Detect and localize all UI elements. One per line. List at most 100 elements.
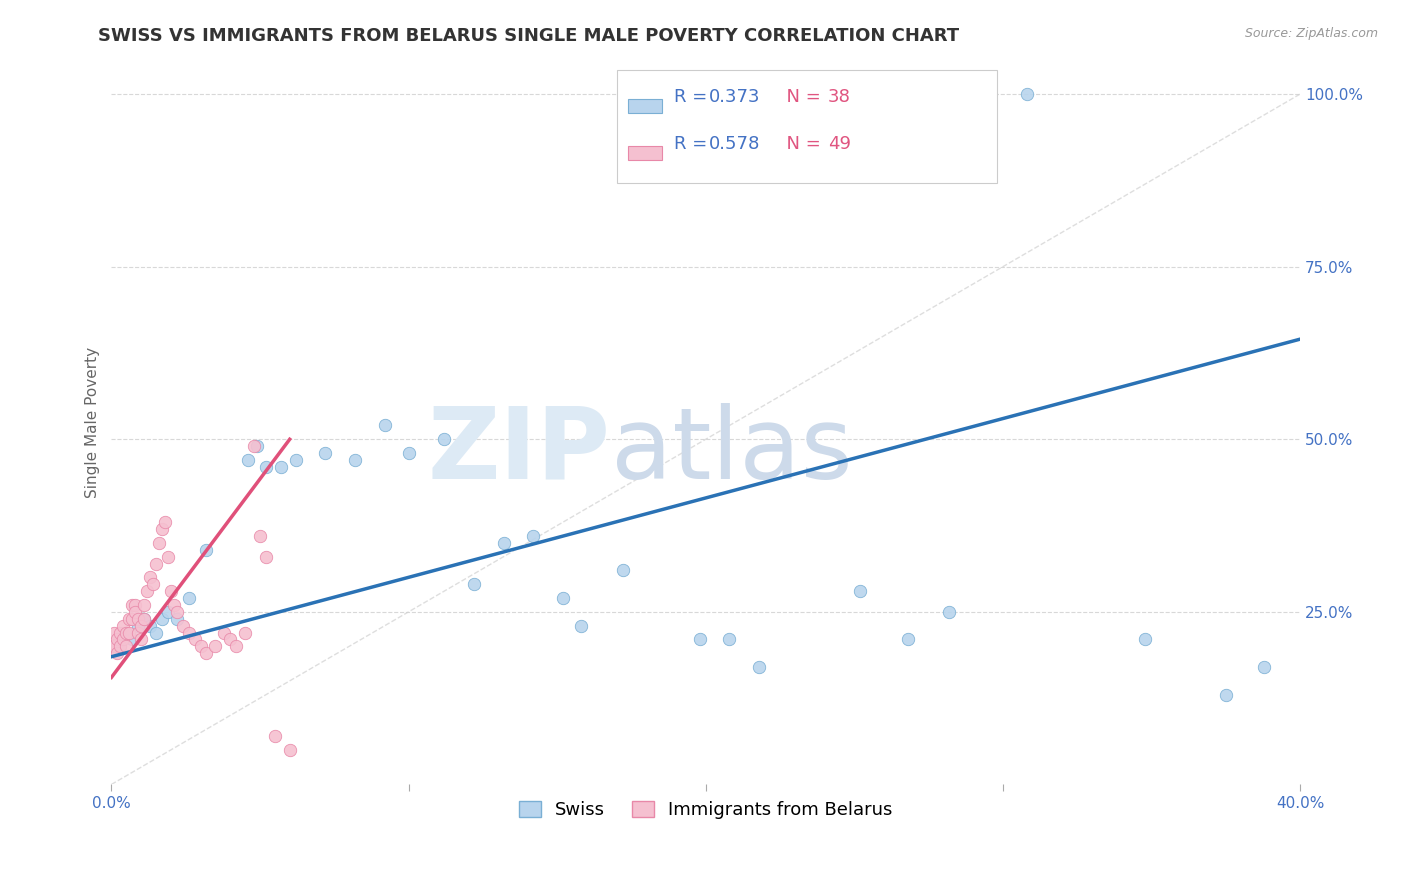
Text: 49: 49	[828, 135, 851, 153]
Point	[110, 625, 132, 640]
FancyBboxPatch shape	[617, 70, 997, 183]
Point	[172, 618, 194, 632]
Point	[132, 598, 155, 612]
Point	[115, 625, 138, 640]
Text: 0.578: 0.578	[709, 135, 761, 153]
Point	[110, 640, 132, 654]
Point	[278, 743, 301, 757]
Point	[689, 632, 711, 647]
Point	[398, 446, 420, 460]
Point	[433, 432, 456, 446]
Point	[163, 598, 186, 612]
Point	[100, 640, 122, 654]
Point	[225, 640, 247, 654]
Point	[110, 640, 132, 654]
Point	[849, 584, 872, 599]
Point	[254, 549, 277, 564]
Point	[233, 625, 256, 640]
Text: R =: R =	[673, 135, 713, 153]
Point	[148, 536, 170, 550]
Point	[121, 612, 143, 626]
Point	[145, 625, 167, 640]
Point	[118, 612, 141, 626]
Text: ZIP: ZIP	[427, 402, 610, 500]
Point	[121, 598, 143, 612]
Point	[463, 577, 485, 591]
Y-axis label: Single Male Poverty: Single Male Poverty	[86, 346, 100, 498]
Point	[1253, 660, 1275, 674]
Point	[124, 605, 146, 619]
Point	[132, 612, 155, 626]
Point	[121, 632, 143, 647]
Point	[718, 632, 741, 647]
Point	[314, 446, 336, 460]
Legend: Swiss, Immigrants from Belarus: Swiss, Immigrants from Belarus	[512, 793, 900, 826]
Point	[139, 618, 162, 632]
Point	[246, 439, 269, 453]
Text: 38: 38	[828, 87, 851, 105]
Text: Source: ZipAtlas.com: Source: ZipAtlas.com	[1244, 27, 1378, 40]
Point	[1215, 688, 1237, 702]
Point	[132, 612, 155, 626]
Point	[156, 549, 179, 564]
Point	[522, 529, 544, 543]
Point	[118, 625, 141, 640]
Point	[112, 618, 135, 632]
Point	[243, 439, 266, 453]
Point	[112, 632, 135, 647]
Point	[748, 660, 770, 674]
Point	[612, 563, 634, 577]
Point	[142, 577, 165, 591]
Point	[166, 612, 188, 626]
Point	[204, 640, 226, 654]
Point	[156, 605, 179, 619]
Point	[153, 515, 176, 529]
Point	[236, 453, 259, 467]
FancyBboxPatch shape	[628, 146, 662, 161]
Point	[195, 646, 218, 660]
Point	[160, 584, 183, 599]
Point	[103, 625, 125, 640]
Point	[150, 522, 173, 536]
Point	[569, 618, 592, 632]
Point	[127, 625, 149, 640]
Point	[1135, 632, 1157, 647]
Point	[127, 618, 149, 632]
Point	[115, 640, 138, 654]
Point	[150, 612, 173, 626]
Point	[105, 632, 128, 647]
Point	[129, 618, 152, 632]
Point	[145, 557, 167, 571]
Point	[249, 529, 271, 543]
Point	[551, 591, 574, 605]
Point	[105, 646, 128, 660]
Point	[219, 632, 242, 647]
Point	[374, 418, 396, 433]
Point	[214, 625, 236, 640]
Point	[177, 591, 200, 605]
Point	[270, 459, 292, 474]
Point	[177, 625, 200, 640]
Point	[195, 542, 218, 557]
FancyBboxPatch shape	[628, 99, 662, 113]
Point	[1015, 87, 1038, 102]
Point	[254, 459, 277, 474]
Text: 0.373: 0.373	[709, 87, 761, 105]
Point	[190, 640, 212, 654]
Text: N =: N =	[775, 87, 827, 105]
Text: atlas: atlas	[610, 402, 852, 500]
Point	[124, 598, 146, 612]
Point	[263, 729, 285, 743]
Point	[127, 612, 149, 626]
Point	[183, 632, 205, 647]
Point	[103, 640, 125, 654]
Point	[897, 632, 920, 647]
Point	[344, 453, 367, 467]
Text: SWISS VS IMMIGRANTS FROM BELARUS SINGLE MALE POVERTY CORRELATION CHART: SWISS VS IMMIGRANTS FROM BELARUS SINGLE …	[98, 27, 959, 45]
Text: N =: N =	[775, 135, 827, 153]
Point	[166, 605, 188, 619]
Point	[129, 632, 152, 647]
Point	[938, 605, 960, 619]
Point	[139, 570, 162, 584]
Point	[136, 584, 159, 599]
